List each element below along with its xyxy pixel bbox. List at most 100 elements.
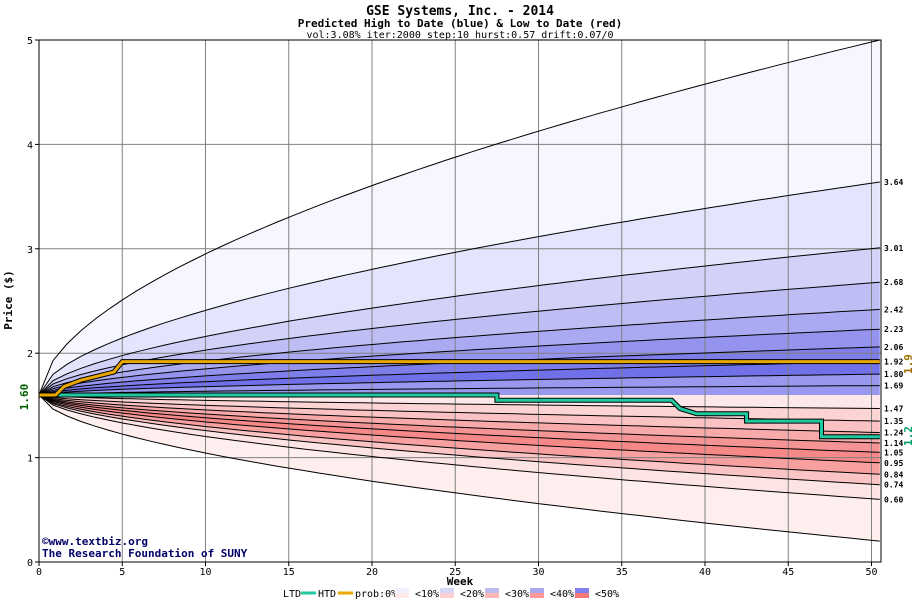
high-band <box>39 309 880 395</box>
quantile-end-label: 1.92 <box>884 358 903 367</box>
legend-bin-swatch <box>395 588 409 593</box>
low-quantile-line <box>38 394 880 500</box>
y-tick-label: 2 <box>27 349 33 360</box>
low-quantile-line <box>38 394 880 422</box>
low-quantile-line <box>38 394 880 433</box>
x-tick-label: 10 <box>199 567 211 578</box>
legend-prob-label: prob:0% <box>355 589 397 600</box>
x-tick-label: 25 <box>449 567 461 578</box>
y-tick-label: 4 <box>27 140 33 151</box>
high-band <box>39 374 880 395</box>
quantile-end-label: 2.68 <box>884 278 903 287</box>
legend-htd-label: HTD <box>318 589 336 600</box>
high-band <box>39 282 880 395</box>
low-quantile-line <box>38 394 880 453</box>
high-band <box>39 40 880 395</box>
quantile-end-label: 1.14 <box>884 439 903 448</box>
high-quantile-line <box>38 373 880 396</box>
legend-bin-swatch <box>440 588 454 593</box>
legend-bin-swatch <box>575 588 589 593</box>
low-band <box>39 395 880 433</box>
quantile-end-label: 0.84 <box>884 470 903 479</box>
y-tick-label: 5 <box>27 36 33 47</box>
y-tick-label: 0 <box>27 558 33 569</box>
x-tick-label: 0 <box>36 567 42 578</box>
low-quantile-line <box>38 394 880 542</box>
legend-bin-swatch <box>485 588 499 593</box>
chart-params: vol:3.08% iter:2000 step:10 hurst:0.57 d… <box>306 30 613 41</box>
legend-bin-swatch <box>440 593 454 598</box>
ltd-current-label: 1.2 <box>902 426 915 446</box>
quantile-end-labels: 3.64 3.01 2.68 2.42 2.23 2.06 1.92 1.80 1.69 1.47… <box>884 178 903 504</box>
ltd-line <box>39 393 880 439</box>
legend-bin-swatch <box>530 588 544 593</box>
high-quantile-line <box>38 39 880 396</box>
quantile-end-label: 1.47 <box>884 405 903 414</box>
x-tick-label: 30 <box>532 567 544 578</box>
quantile-end-label: 2.06 <box>884 343 903 352</box>
low-band <box>39 395 880 453</box>
start-price-label: 1.60 <box>18 384 31 411</box>
legend-bin-label: <10% <box>415 589 439 600</box>
plot-frame <box>38 39 882 563</box>
chart-subtitle: Predicted High to Date (blue) & Low to D… <box>298 17 623 30</box>
low-quantile-line <box>38 394 880 486</box>
low-band <box>39 395 880 475</box>
legend-bin-label: <20% <box>460 589 484 600</box>
high-quantile-line <box>38 247 880 396</box>
high-quantile-line <box>38 181 880 396</box>
quantile-end-label: 1.80 <box>884 370 903 379</box>
quantile-end-label: 0.74 <box>884 481 903 490</box>
quantile-end-label: 3.64 <box>884 178 903 187</box>
htd-current-label: 1.9 <box>902 354 915 374</box>
high-band <box>39 247 880 395</box>
x-tick-label: 20 <box>366 567 378 578</box>
legend: LTD HTD prob:0% <10% <20% <30% <40% <50% <box>283 588 619 600</box>
quantile-end-label: 0.60 <box>884 495 903 504</box>
low-band <box>39 395 880 463</box>
htd-line <box>39 360 880 397</box>
low-band <box>39 395 880 542</box>
high-quantile-line <box>38 328 880 396</box>
legend-bins: <10% <20% <30% <40% <50% <box>395 588 619 600</box>
grid-lines <box>39 40 881 562</box>
quantile-end-label: 3.01 <box>884 244 903 253</box>
credit-organization: The Research Foundation of SUNY <box>42 547 248 560</box>
y-axis-label: Price ($) <box>2 270 15 330</box>
y-tick-label: 3 <box>27 245 33 256</box>
x-tick-label: 5 <box>119 567 125 578</box>
x-tick-label: 45 <box>782 567 794 578</box>
low-band <box>39 395 880 500</box>
quantile-end-label: 0.95 <box>884 459 903 468</box>
high-band <box>39 182 880 395</box>
actual-series <box>39 359 880 440</box>
legend-bin-swatch <box>395 593 409 598</box>
x-axis-ticks: 0 5 10 15 20 25 30 35 40 45 50 <box>36 562 878 578</box>
quantile-end-label: 1.05 <box>884 448 903 457</box>
credit-website: ©www.textbiz.org <box>42 535 148 548</box>
high-band <box>39 346 880 395</box>
legend-bin-swatch <box>485 593 499 598</box>
legend-bin-label: <40% <box>550 589 574 600</box>
low-band <box>39 395 880 443</box>
x-tick-label: 15 <box>283 567 295 578</box>
high-quantile-line <box>38 385 880 396</box>
legend-bin-swatch <box>530 593 544 598</box>
high-quantile-line <box>38 281 880 396</box>
chart-title: GSE Systems, Inc. - 2014 <box>366 4 554 19</box>
y-tick-label: 1 <box>27 454 33 465</box>
low-quantile-line <box>38 394 880 409</box>
low-quantile-line <box>38 394 880 464</box>
quantile-lines <box>38 39 880 542</box>
low-quantile-line <box>38 394 880 475</box>
legend-bin-swatch <box>575 593 589 598</box>
low-quantile-line <box>38 394 880 444</box>
low-band <box>39 395 880 485</box>
legend-bin-label: <50% <box>595 589 619 600</box>
quantile-end-label: 2.23 <box>884 325 903 334</box>
quantile-end-label: 2.42 <box>884 305 903 314</box>
x-tick-label: 40 <box>699 567 711 578</box>
quantile-end-label: 1.35 <box>884 417 903 426</box>
high-band <box>39 361 880 395</box>
